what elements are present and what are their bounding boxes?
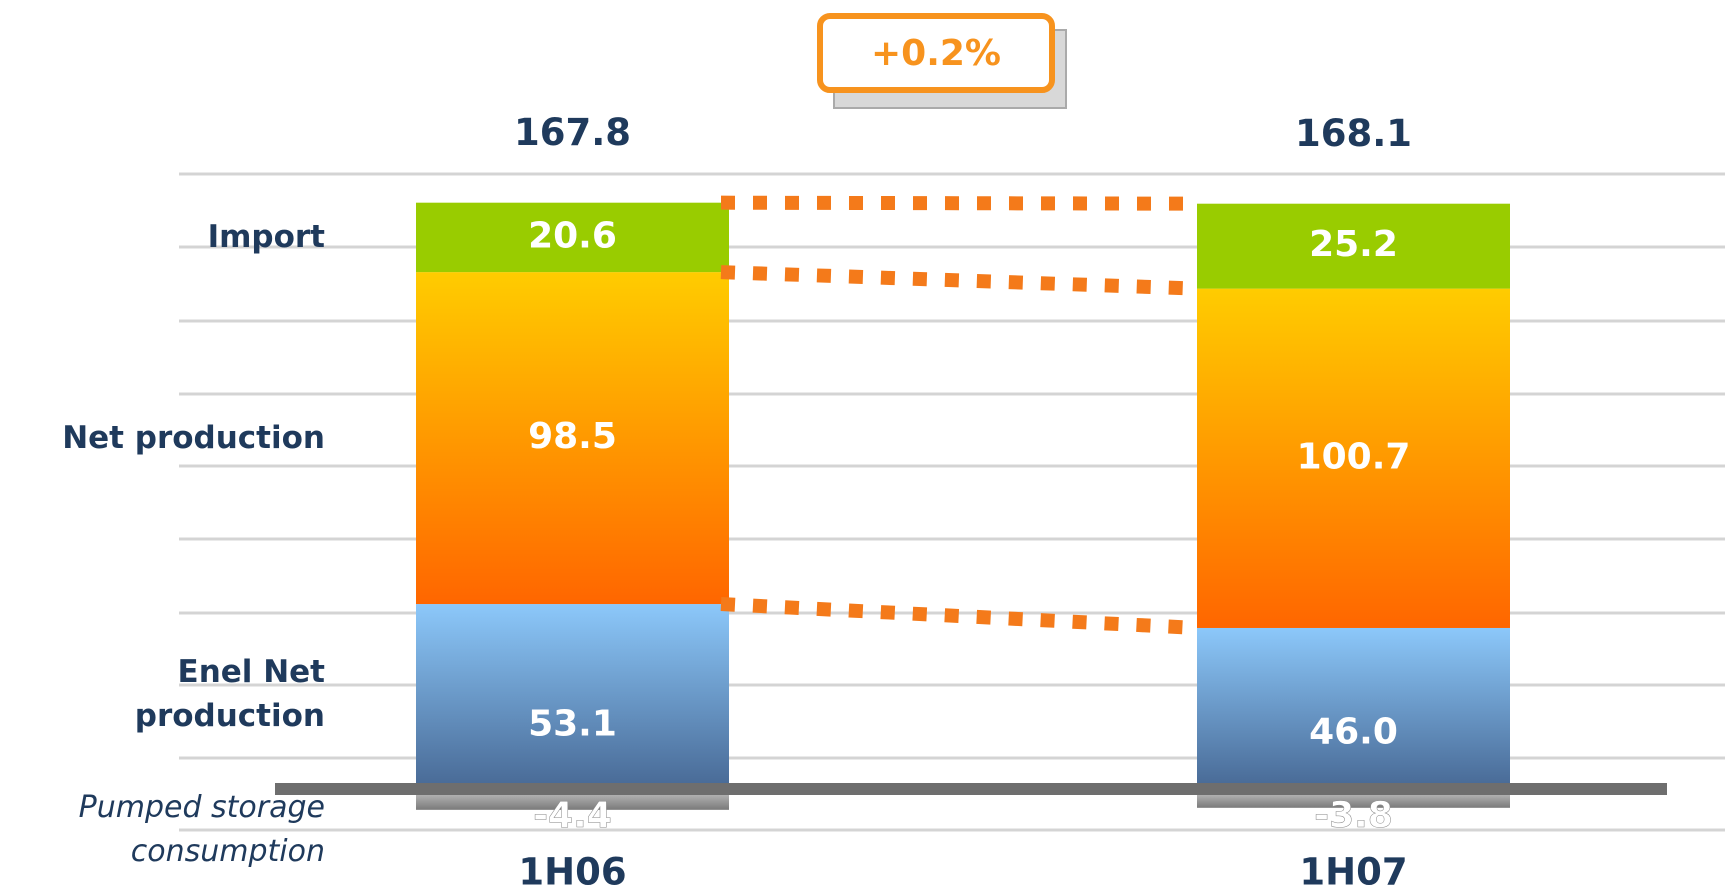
bar-segment — [416, 604, 729, 783]
series-label: Import — [207, 219, 325, 256]
category-label: 1H06 — [518, 851, 626, 892]
value-label: 20.6 — [528, 215, 617, 256]
bar-segment — [1197, 203, 1510, 289]
connector — [720, 265, 1198, 296]
bars: -4.4 53.1 98.5 20.6 -3.8 46.0 100.7 25.2 — [416, 202, 1510, 836]
category-label: 1H07 — [1299, 851, 1407, 892]
bar-segment — [416, 272, 729, 605]
bar-segment — [1197, 288, 1510, 628]
series-label: Net production — [62, 420, 325, 457]
bar-segment — [416, 795, 729, 810]
bar-segment — [1197, 627, 1510, 783]
value-label: -3.8 — [1314, 795, 1393, 836]
bar-segment — [416, 202, 729, 273]
total-label: 168.1 — [1295, 112, 1412, 155]
series-label: Pumped storage consumption — [78, 790, 325, 869]
value-label: 46.0 — [1309, 711, 1398, 752]
value-label: 53.1 — [528, 704, 617, 745]
annotation: +0.2% — [871, 33, 1001, 74]
value-label: -4.4 — [533, 795, 612, 836]
series-label: Enel Net production — [134, 653, 325, 734]
bar-segment — [1197, 795, 1510, 808]
connector — [720, 195, 1198, 211]
value-label: 100.7 — [1297, 436, 1411, 477]
baseline-band — [275, 783, 1667, 795]
connector — [720, 597, 1198, 635]
annotation-box: +0.2% — [817, 13, 1067, 109]
value-label: 98.5 — [528, 416, 617, 457]
value-label: 25.2 — [1309, 224, 1398, 265]
total-label: 167.8 — [514, 111, 631, 154]
